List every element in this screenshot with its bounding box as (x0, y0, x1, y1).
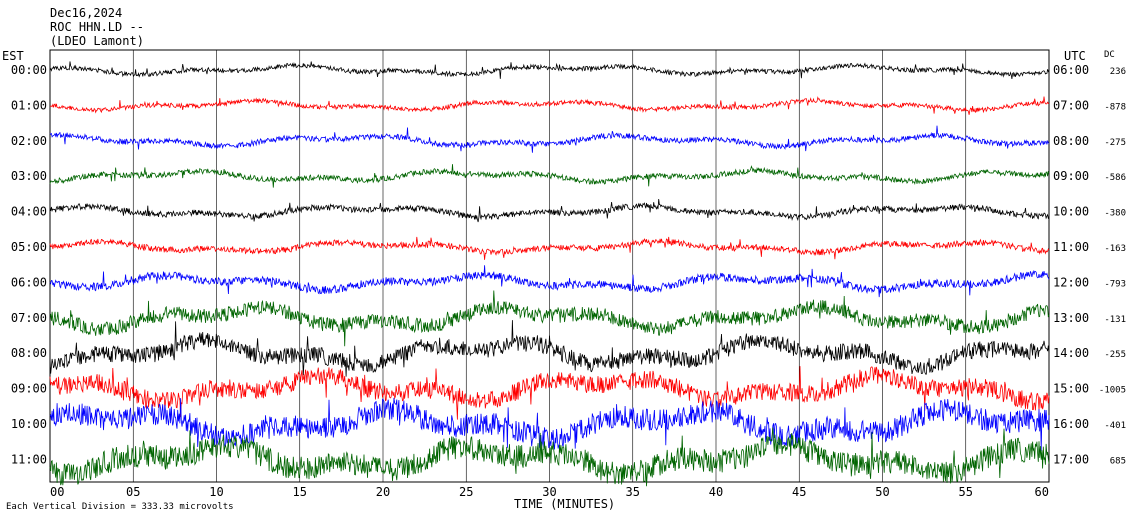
station-label: ROC HHN.LD -- (50, 20, 144, 34)
utc-label: 13:00 (1053, 311, 1089, 325)
x-tick-label: 15 (293, 485, 307, 499)
utc-label: 06:00 (1053, 63, 1089, 77)
utc-axis-title: UTC (1064, 49, 1086, 63)
utc-label: 09:00 (1053, 169, 1089, 183)
scale-note: Each Vertical Division = 333.33 microvol… (6, 502, 234, 512)
est-label: 03:00 (11, 169, 47, 183)
utc-label: 07:00 (1053, 98, 1089, 112)
trace-0800 (49, 320, 1050, 377)
trace-0700 (49, 290, 1050, 347)
est-label: 05:00 (11, 240, 47, 254)
dc-value: -380 (1104, 209, 1126, 219)
est-label: 01:00 (11, 98, 47, 112)
dc-value: -878 (1104, 102, 1126, 112)
x-tick-label: 25 (459, 485, 473, 499)
trace-0300 (49, 164, 1050, 188)
x-tick-label: 30 (542, 485, 556, 499)
trace-0400 (49, 198, 1050, 223)
utc-label: 15:00 (1053, 382, 1089, 396)
utc-label: 08:00 (1053, 134, 1089, 148)
row-labels: 00:00 06:00 236 01:00 07:00 -878 02:00 08:00 -27… (11, 63, 1126, 466)
dc-value: 685 (1110, 456, 1126, 466)
est-label: 09:00 (11, 382, 47, 396)
dc-value: -401 (1104, 421, 1126, 431)
trace-0000 (49, 61, 1050, 79)
dc-value: -131 (1104, 315, 1126, 325)
x-tick-label: 35 (626, 485, 640, 499)
x-tick-label: 40 (709, 485, 723, 499)
vertical-gridlines (132, 50, 967, 482)
est-label: 07:00 (11, 311, 47, 325)
est-label: 11:00 (11, 452, 47, 466)
est-label: 00:00 (11, 63, 47, 77)
x-tick-label: 05 (126, 485, 140, 499)
x-tick-label: 45 (792, 485, 806, 499)
x-axis-label: TIME (MINUTES) (514, 497, 615, 511)
dc-value: -586 (1104, 173, 1126, 183)
trace-0500 (49, 236, 1050, 260)
chart-date: Dec16,2024 (50, 6, 123, 20)
est-label: 02:00 (11, 134, 47, 148)
seismic-traces (49, 61, 1050, 487)
trace-0100 (49, 96, 1050, 115)
est-label: 08:00 (11, 346, 47, 360)
trace-0900 (49, 366, 1050, 420)
trace-1100 (49, 427, 1050, 487)
x-tick-label: 60 (1035, 485, 1049, 499)
dc-value: -275 (1104, 138, 1126, 148)
utc-label: 16:00 (1053, 417, 1089, 431)
x-tick-label: 55 (959, 485, 973, 499)
dc-value: 236 (1110, 67, 1126, 77)
utc-label: 14:00 (1053, 346, 1089, 360)
est-label: 10:00 (11, 417, 47, 431)
dc-value: -793 (1104, 279, 1126, 289)
x-axis-ticks: 00 05 10 15 20 25 30 35 40 45 50 55 60 (50, 485, 1049, 499)
dc-value: -163 (1104, 244, 1126, 254)
network-label: (LDEO Lamont) (50, 34, 144, 48)
x-tick-label: 00 (50, 485, 64, 499)
trace-0200 (49, 125, 1050, 153)
est-axis-title: EST (2, 49, 24, 63)
dc-value: -1005 (1099, 386, 1126, 396)
utc-label: 10:00 (1053, 205, 1089, 219)
utc-label: 17:00 (1053, 452, 1089, 466)
trace-0600 (49, 265, 1050, 298)
utc-label: 12:00 (1053, 275, 1089, 289)
est-label: 04:00 (11, 205, 47, 219)
utc-label: 11:00 (1053, 240, 1089, 254)
x-tick-label: 50 (875, 485, 889, 499)
dc-title: DC (1104, 50, 1115, 60)
est-label: 06:00 (11, 275, 47, 289)
x-tick-label: 10 (209, 485, 223, 499)
trace-1000 (49, 397, 1050, 451)
dc-value: -255 (1104, 350, 1126, 360)
x-tick-label: 20 (376, 485, 390, 499)
